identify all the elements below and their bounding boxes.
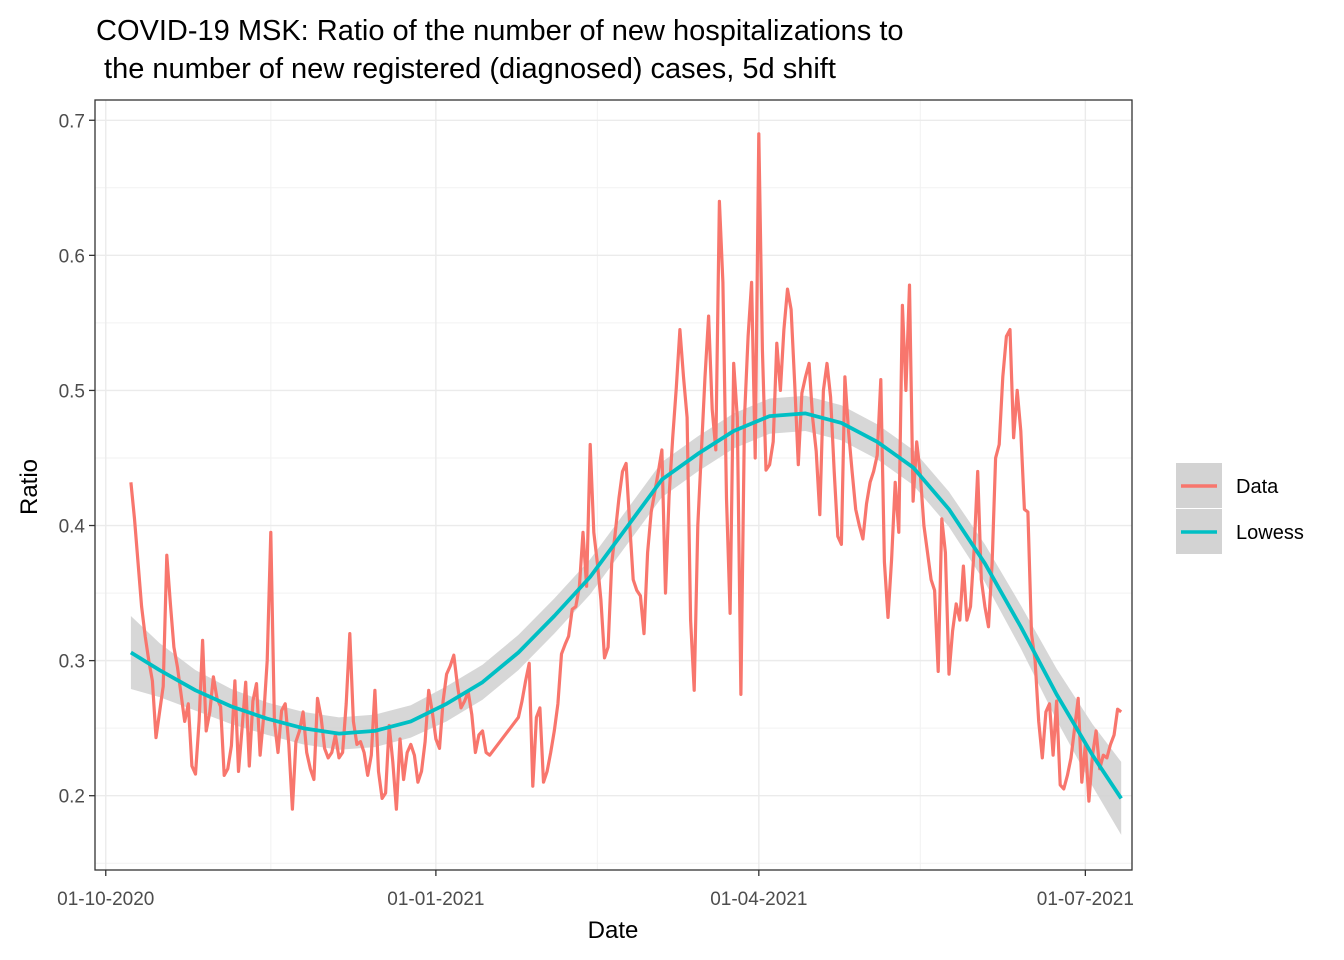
x-axis-title: Date [588, 917, 639, 944]
plot-panel-border [94, 99, 1133, 871]
x-tick-label: 01-04-2021 [710, 889, 807, 910]
y-tick-label: 0.4 [59, 517, 86, 538]
legend-label-lowess: Lowess [1236, 522, 1304, 544]
legend: Data Lowess [1176, 463, 1304, 554]
confidence-band [130, 395, 1122, 835]
x-tick-label: 01-01-2021 [387, 889, 484, 910]
x-axis-ticks: 01-10-2020 01-01-2021 01-04-2021 01-07-2021 [57, 870, 1134, 910]
y-axis-title: Ratio [16, 459, 43, 515]
series-line-data [129, 132, 1123, 811]
lowess-confidence-band [130, 395, 1122, 835]
y-axis-ticks: 0.2 0.3 0.4 0.5 0.6 0.7 [59, 111, 95, 808]
chart-title-line-1: COVID-19 MSK: Ratio of the number of new… [96, 15, 904, 47]
chart-title-line-2: the number of new registered (diagnosed)… [96, 53, 836, 85]
series-line-lowess [129, 411, 1123, 800]
y-tick-label: 0.3 [59, 652, 85, 673]
y-tick-label: 0.5 [59, 381, 85, 402]
y-tick-label: 0.6 [59, 246, 85, 267]
x-tick-label: 01-10-2020 [57, 889, 154, 910]
legend-label-data: Data [1236, 476, 1279, 498]
x-tick-label: 01-07-2021 [1037, 889, 1134, 910]
y-tick-label: 0.7 [59, 111, 85, 132]
y-tick-label: 0.2 [59, 787, 85, 808]
series-lines [129, 132, 1123, 811]
